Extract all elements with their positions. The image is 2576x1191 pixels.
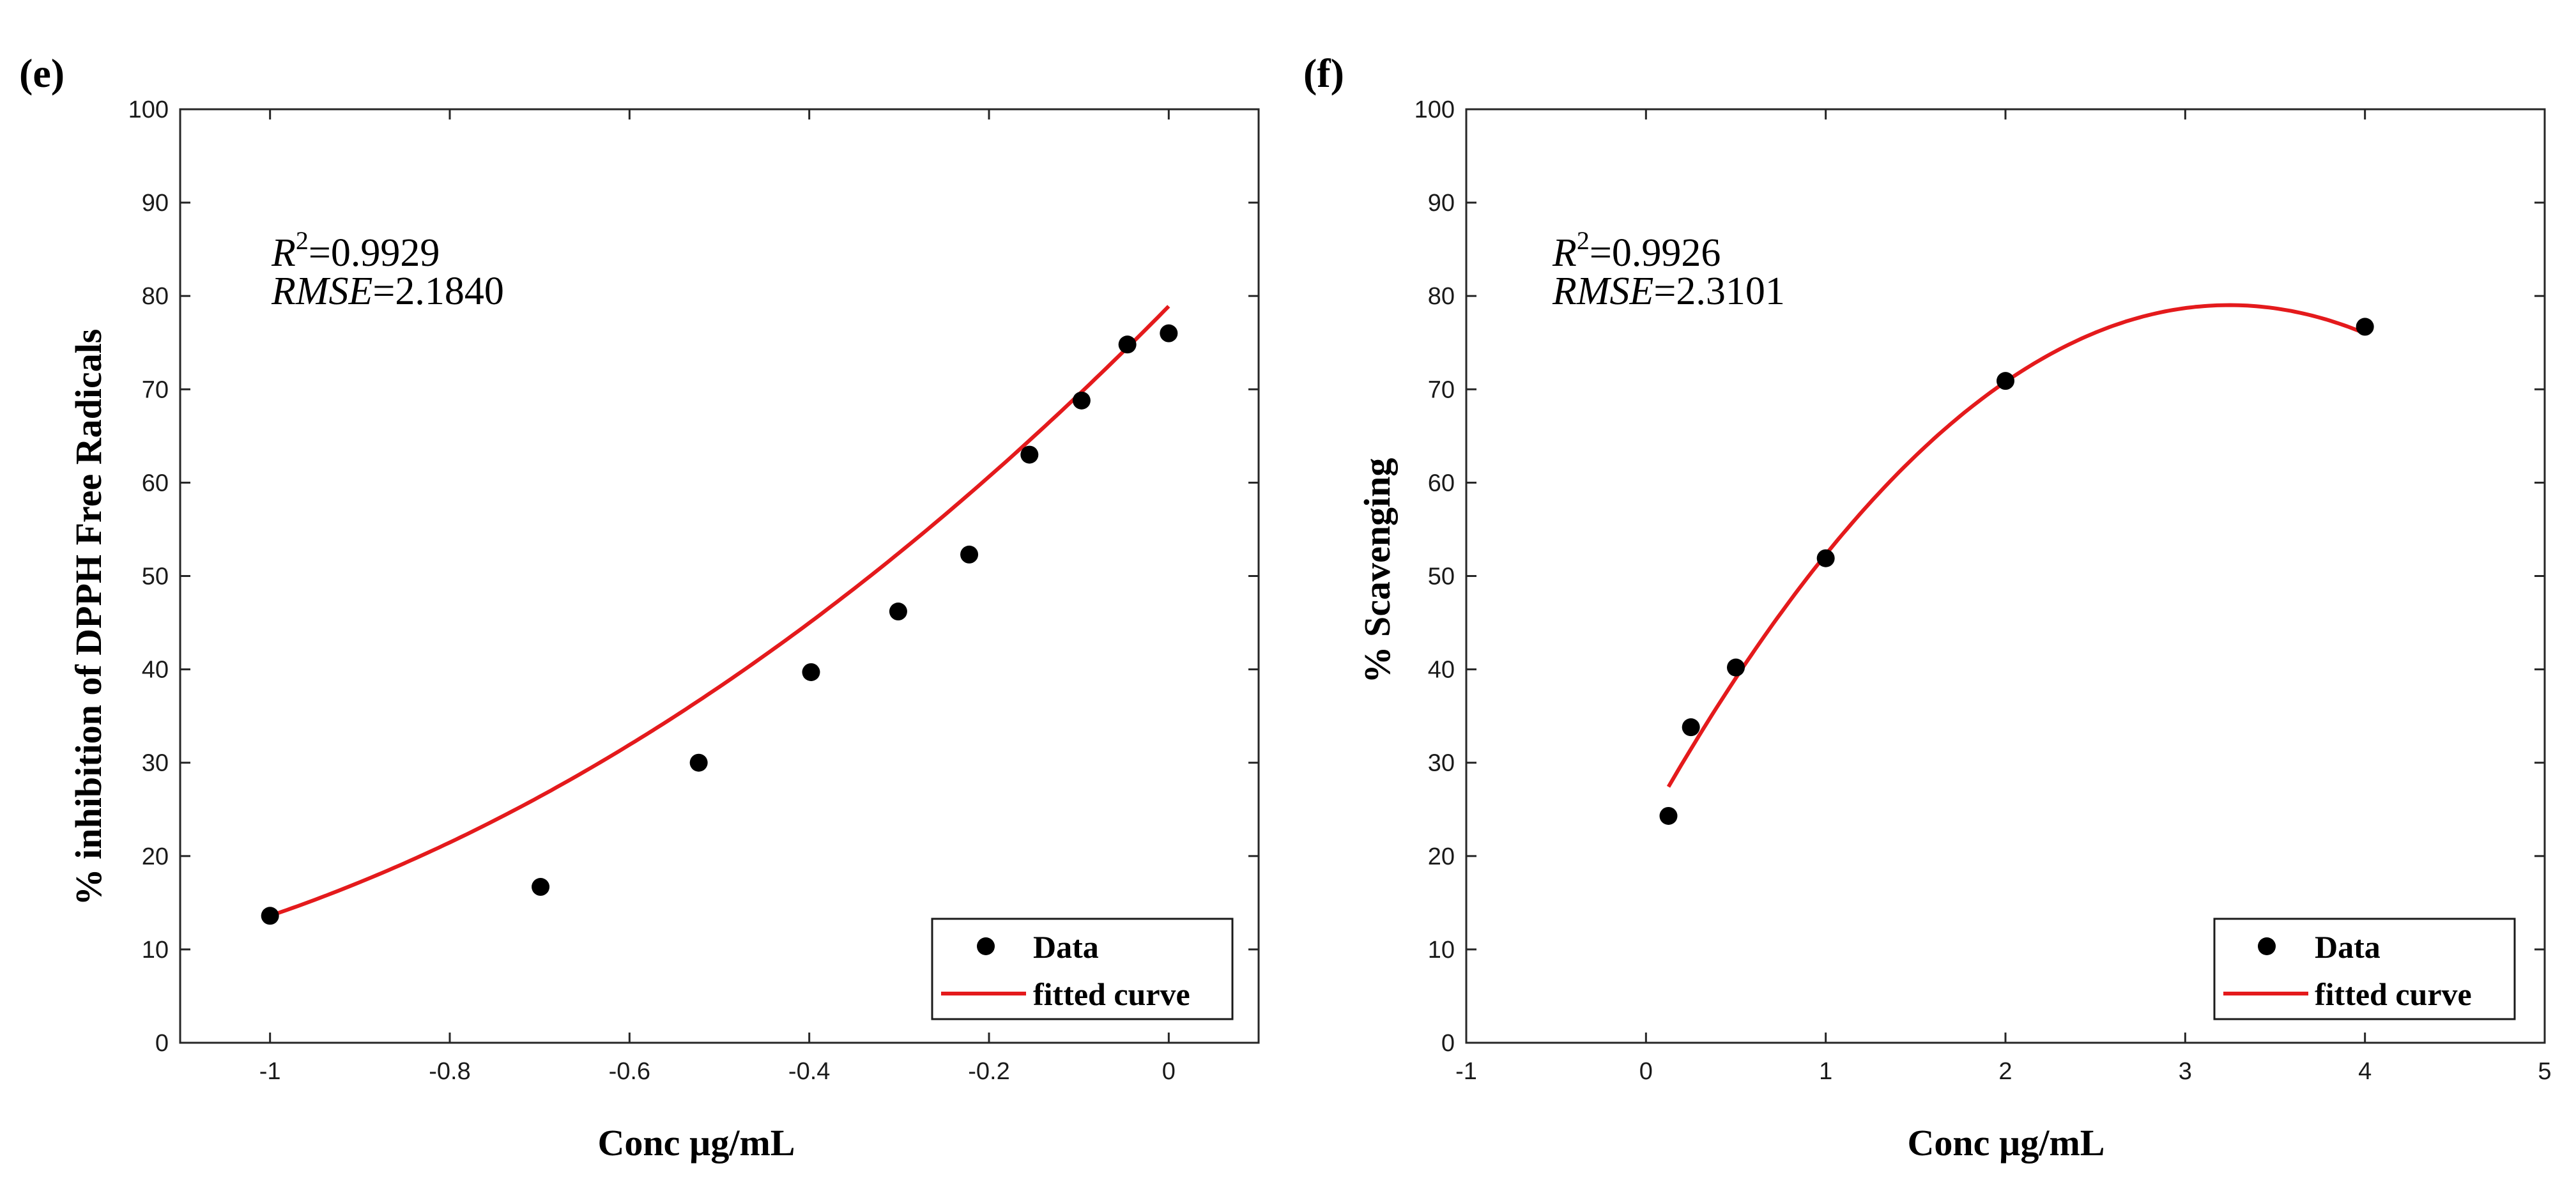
- x-tick-label: -0.6: [609, 1058, 650, 1085]
- rmse-symbol-f: RMSE: [1552, 270, 1653, 313]
- data-point: [261, 907, 279, 925]
- legend-marker-data-e: [977, 937, 995, 955]
- y-tick-label: 40: [1428, 657, 1455, 684]
- y-axis-label-e: % inhibition of DPPH Free Radicals: [68, 329, 109, 906]
- data-point: [532, 878, 550, 896]
- r2-value-f: =0.9926: [1590, 231, 1721, 275]
- x-tick-label: 5: [2538, 1058, 2551, 1085]
- data-point: [1020, 445, 1039, 464]
- y-tick-label: 20: [142, 843, 169, 870]
- x-axis-label-e: Conc µg/mL: [598, 1122, 795, 1164]
- r2-superscript-e: 2: [296, 226, 309, 255]
- legend-box-e: [931, 918, 1234, 1020]
- y-tick-label: 90: [1428, 190, 1455, 217]
- y-tick-label: 90: [142, 190, 169, 217]
- x-tick-label: 0: [1162, 1058, 1176, 1085]
- legend-label-data-e: Data: [1033, 929, 1099, 965]
- r2-symbol-f: R: [1552, 231, 1577, 275]
- x-tick-label: 0: [1639, 1058, 1653, 1085]
- data-point: [1072, 391, 1091, 410]
- y-tick-label: 20: [1428, 843, 1455, 870]
- panel-label-e: (e): [19, 50, 65, 96]
- rmse-symbol-e: RMSE: [271, 270, 372, 313]
- y-tick-label: 50: [1428, 564, 1455, 590]
- data-point: [1816, 549, 1835, 567]
- data-point: [1118, 335, 1137, 354]
- data-point: [2356, 318, 2374, 336]
- fitted-curve-line: [269, 305, 1170, 918]
- legend-label-fit-f: fitted curve: [2315, 976, 2472, 1012]
- x-axis-label-f: Conc µg/mL: [1908, 1122, 2105, 1164]
- legend-label-data-f: Data: [2315, 929, 2380, 965]
- y-tick-label: 10: [142, 937, 169, 964]
- x-tick-label: -0.8: [429, 1058, 470, 1085]
- y-tick-label: 10: [1428, 937, 1455, 964]
- y-tick-label: 100: [1414, 96, 1455, 123]
- y-tick-label: 40: [142, 657, 169, 684]
- x-tick-label: 3: [2179, 1058, 2192, 1085]
- data-point: [889, 603, 907, 621]
- legend-marker-data-f: [2258, 937, 2276, 955]
- data-point: [689, 753, 708, 772]
- legend-label-fit-e: fitted curve: [1033, 976, 1190, 1012]
- x-tick-label: -0.4: [788, 1058, 830, 1085]
- rmse-annotation-f: RMSE=2.3101: [1552, 270, 1785, 313]
- y-tick-label: 80: [1428, 283, 1455, 310]
- legend-box-f: [2213, 918, 2516, 1020]
- data-point: [1997, 372, 2014, 390]
- x-tick-label: 1: [1819, 1058, 1832, 1085]
- y-tick-label: 50: [142, 564, 169, 590]
- fitted-curve-line: [1666, 303, 2366, 788]
- rmse-value-e: =2.1840: [372, 270, 503, 313]
- rmse-annotation-e: RMSE=2.1840: [271, 270, 504, 313]
- y-tick-label: 30: [1428, 750, 1455, 777]
- rmse-value-f: =2.3101: [1653, 270, 1784, 313]
- r2-symbol-e: R: [271, 231, 296, 275]
- data-point: [1682, 718, 1700, 737]
- legend-f: Data fitted curve: [2213, 918, 2516, 1020]
- y-axis-label-f: % Scavenging: [1356, 458, 1398, 684]
- y-tick-label: 60: [1428, 470, 1455, 496]
- y-tick-label: 0: [155, 1030, 169, 1057]
- data-point: [1727, 658, 1745, 677]
- data-point: [1160, 324, 1178, 342]
- y-tick-label: 100: [128, 96, 169, 123]
- y-tick-label: 30: [142, 750, 169, 777]
- y-tick-label: 80: [142, 283, 169, 310]
- legend-e: Data fitted curve: [931, 918, 1234, 1020]
- x-tick-label: 4: [2358, 1058, 2372, 1085]
- r-squared-annotation-e: R2=0.9929: [271, 226, 440, 275]
- x-tick-label: -0.2: [968, 1058, 1009, 1085]
- data-point: [802, 663, 820, 681]
- r-squared-annotation-f: R2=0.9926: [1552, 226, 1721, 275]
- data-point: [1659, 806, 1678, 825]
- r2-value-e: =0.9929: [309, 231, 440, 275]
- x-tick-label: -1: [259, 1058, 281, 1085]
- y-tick-label: 0: [1441, 1030, 1455, 1057]
- y-tick-label: 70: [142, 376, 169, 403]
- panel-label-f: (f): [1303, 50, 1344, 96]
- x-tick-label: -1: [1455, 1058, 1477, 1085]
- x-tick-label: 2: [1998, 1058, 2012, 1085]
- data-point: [960, 545, 979, 564]
- y-tick-label: 60: [142, 470, 169, 496]
- r2-superscript-f: 2: [1577, 226, 1590, 255]
- y-tick-label: 70: [1428, 376, 1455, 403]
